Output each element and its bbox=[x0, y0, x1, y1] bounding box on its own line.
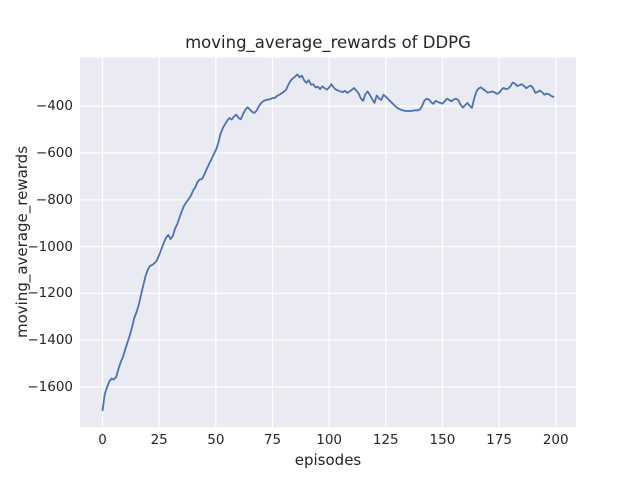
x-axis-label: episodes bbox=[294, 451, 362, 469]
y-tick-label: −1000 bbox=[27, 238, 73, 255]
x-tick-label: 200 bbox=[542, 432, 569, 448]
y-tick-label: −1600 bbox=[27, 379, 73, 395]
y-tick-label: −1400 bbox=[27, 332, 73, 349]
x-tick-label: 150 bbox=[429, 432, 456, 448]
x-tick-label: 100 bbox=[316, 432, 343, 448]
x-tick-label: 25 bbox=[150, 432, 168, 448]
chart-title: moving_average_rewards of DDPG bbox=[185, 33, 471, 52]
x-tick-label: 75 bbox=[263, 432, 282, 448]
x-tick-label: 175 bbox=[486, 432, 512, 448]
x-tick-label: 125 bbox=[372, 432, 399, 448]
axes-background bbox=[80, 57, 576, 428]
y-tick-label: −1200 bbox=[27, 285, 73, 302]
y-tick-label: −600 bbox=[35, 145, 73, 162]
x-tick-label: 0 bbox=[98, 432, 107, 448]
x-tick-label: 50 bbox=[207, 432, 225, 448]
y-tick-label: −800 bbox=[35, 191, 73, 208]
reward-line bbox=[101, 73, 555, 412]
y-tick-label: −400 bbox=[35, 98, 73, 115]
